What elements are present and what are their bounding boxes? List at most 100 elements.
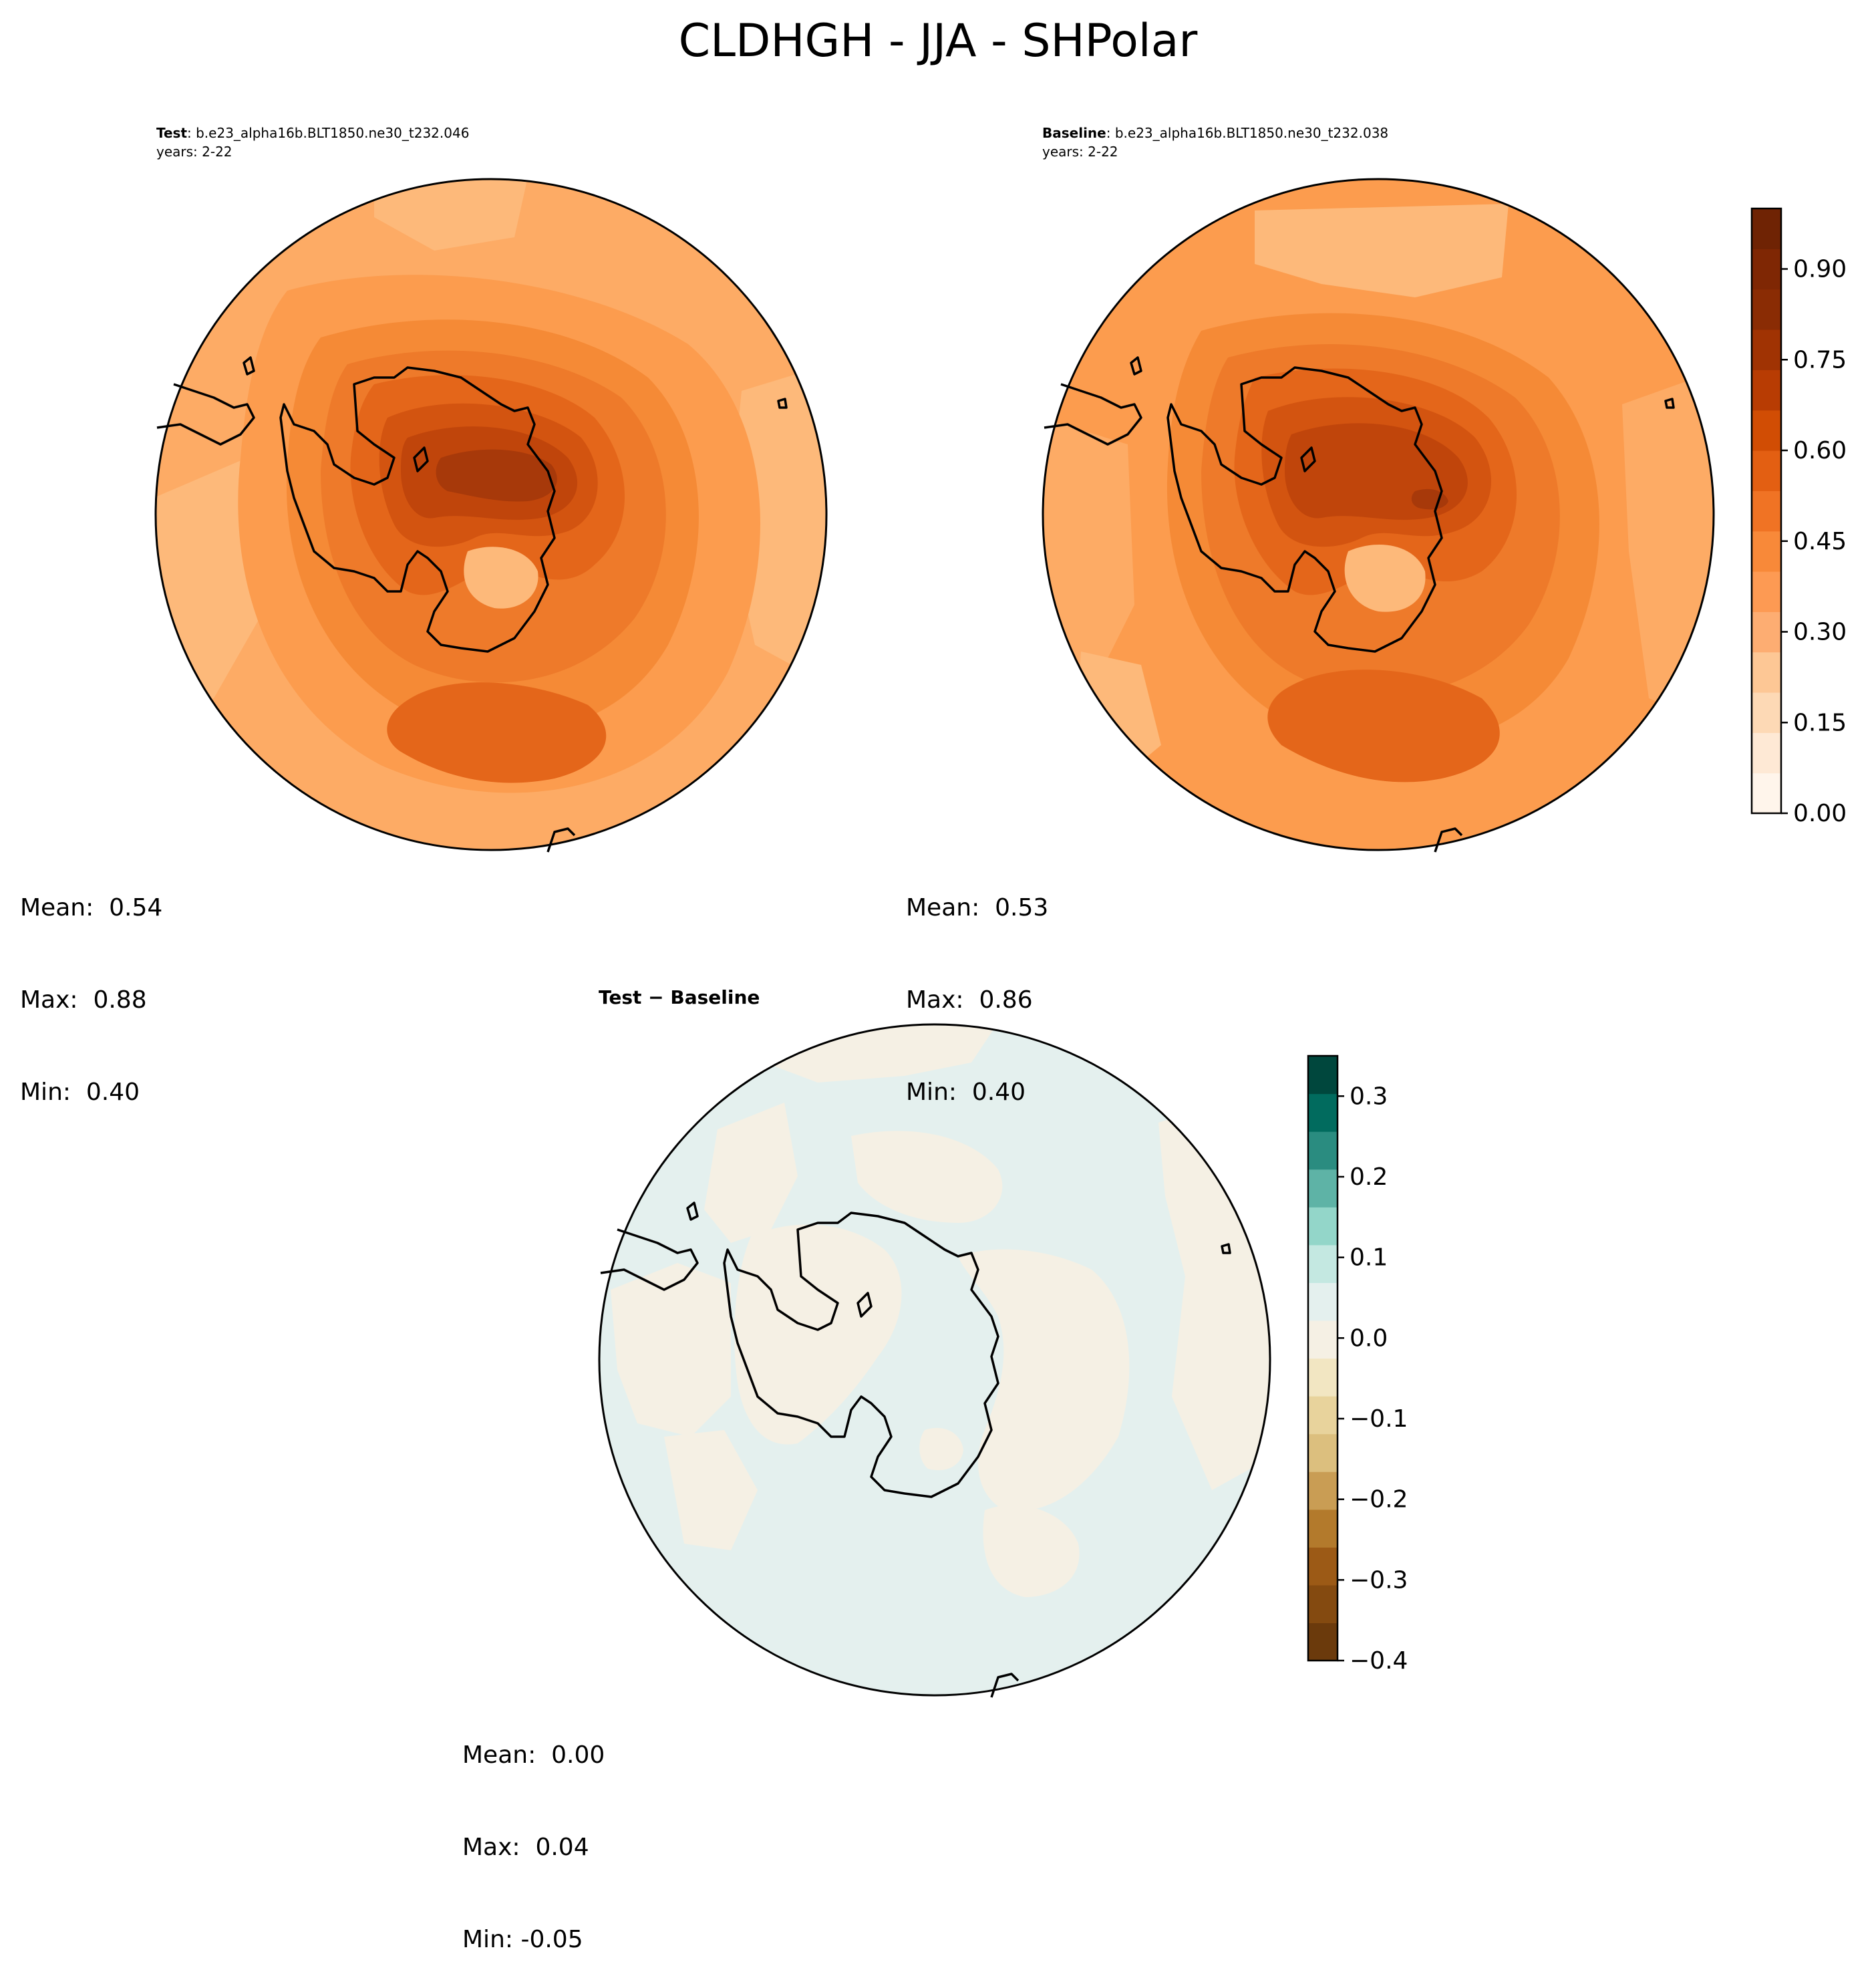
diff-colorbar-segment	[1308, 1169, 1338, 1208]
main-colorbar-segment	[1752, 289, 1781, 330]
baseline-map-australia-edge	[1434, 827, 1463, 853]
diff-map-neg-sw	[664, 1430, 758, 1550]
diff-colorbar-segment	[1308, 1471, 1338, 1510]
main-colorbar-tick-label: 0.60	[1793, 437, 1847, 464]
test-map-boundary	[154, 178, 828, 851]
diff-stats: Mean: 0.00 Max: 0.04 Min: -0.05	[462, 1679, 605, 1986]
baseline-panel-label: Baseline: b.e23_alpha16b.BLT1850.ne30_t2…	[1042, 124, 1388, 142]
baseline-map-contour-4-south	[1267, 670, 1500, 783]
test-panel-label: Test: b.e23_alpha16b.BLT1850.ne30_t232.0…	[156, 124, 469, 142]
diff-map-island-1	[686, 1201, 699, 1221]
diff-stat-max: Max: 0.04	[462, 1834, 589, 1861]
main-colorbar-segment	[1752, 208, 1781, 249]
main-colorbar-segment	[1752, 531, 1781, 572]
test-label-case: : b.e23_alpha16b.BLT1850.ne30_t232.046	[187, 125, 470, 141]
main-colorbar-tick-label: 0.90	[1793, 256, 1847, 283]
diff-map-coastline	[600, 1201, 1231, 1698]
test-stat-max: Max: 0.88	[20, 986, 147, 1014]
diff-map	[598, 1023, 1271, 1698]
main-colorbar-segment	[1752, 652, 1781, 693]
diff-stat-mean: Mean: 0.00	[462, 1741, 605, 1769]
diff-map-australia-edge	[990, 1673, 1020, 1698]
test-map-contour-4-south	[387, 682, 607, 783]
test-map-core	[436, 449, 557, 502]
main-colorbar-segment	[1752, 249, 1781, 290]
baseline-stats: Mean: 0.53 Max: 0.86 Min: 0.40	[906, 831, 1048, 1139]
main-colorbar-tick-label: 0.45	[1793, 528, 1847, 555]
main-colorbar-segment	[1752, 450, 1781, 491]
diff-colorbar-tick-label: −0.2	[1350, 1486, 1408, 1514]
baseline-map-island-3	[1300, 446, 1316, 472]
diff-map-neg-south	[983, 1505, 1080, 1597]
figure-title: CLDHGH - JJA - SHPolar	[678, 15, 1198, 67]
test-map-light-center	[464, 547, 538, 609]
baseline-stat-max: Max: 0.86	[906, 986, 1033, 1014]
test-map-light-patch-east	[728, 364, 826, 685]
diff-colorbar-segment	[1308, 1131, 1338, 1170]
diff-map-neg-n-center	[851, 1131, 1003, 1223]
baseline-map-light-center	[1344, 545, 1426, 612]
diff-colorbar-tick-label: 0.0	[1350, 1324, 1388, 1352]
diff-colorbar-segment	[1308, 1509, 1338, 1548]
baseline-map-light-patch	[1255, 204, 1509, 297]
diff-colorbar-segment	[1308, 1358, 1338, 1397]
baseline-label-bold: Baseline	[1042, 125, 1106, 141]
diff-colorbar-segment	[1308, 1093, 1338, 1132]
diff-map-island-3	[856, 1292, 873, 1318]
diff-colorbar-segment	[1308, 1584, 1338, 1624]
diff-colorbar-segment	[1308, 1396, 1338, 1435]
main-colorbar-tick-label: 0.30	[1793, 619, 1847, 646]
diff-colorbar-tick-label: 0.3	[1350, 1083, 1388, 1110]
test-stats: Mean: 0.54 Max: 0.88 Min: 0.40	[20, 831, 162, 1139]
main-colorbar-tick-label: 0.15	[1793, 709, 1847, 736]
test-stat-min: Min: 0.40	[20, 1079, 140, 1106]
diff-colorbar-segment	[1308, 1320, 1338, 1359]
diff-colorbar-tick-label: 0.1	[1350, 1244, 1388, 1272]
main-colorbar-segment	[1752, 410, 1781, 451]
main-colorbar-frame	[1750, 207, 1782, 815]
baseline-map-core	[1411, 488, 1448, 510]
diff-map-neg-antarctic-east	[958, 1249, 1130, 1512]
diff-colorbar-segment	[1308, 1622, 1338, 1661]
baseline-label-case: : b.e23_alpha16b.BLT1850.ne30_t232.038	[1106, 125, 1389, 141]
diff-stat-min: Min: -0.05	[462, 1926, 583, 1953]
main-colorbar-segment	[1752, 490, 1781, 532]
baseline-map-antarctica	[1166, 366, 1443, 653]
test-map	[154, 178, 828, 853]
baseline-years: years: 2-22	[1042, 144, 1118, 160]
baseline-map	[1042, 178, 1715, 853]
diff-map-neg-west	[611, 1263, 731, 1437]
diff-map-antarctica	[723, 1212, 999, 1498]
baseline-stat-mean: Mean: 0.53	[906, 894, 1049, 921]
main-colorbar-tick-label: 0.00	[1793, 800, 1847, 827]
test-map-island-3	[413, 446, 429, 472]
main-colorbar-segment	[1752, 772, 1781, 814]
diff-map-neg-nw	[704, 1103, 798, 1243]
test-map-light-patch	[374, 179, 528, 251]
diff-colorbar-tick-label: −0.4	[1350, 1647, 1408, 1675]
main-colorbar-segment	[1752, 692, 1781, 733]
test-map-island-2	[777, 398, 788, 409]
baseline-map-island-1	[1130, 356, 1142, 376]
diff-colorbar-segment	[1308, 1282, 1338, 1321]
baseline-map-boundary	[1042, 178, 1715, 851]
test-map-island-1	[243, 356, 255, 376]
diff-colorbar-segment	[1308, 1207, 1338, 1246]
diff-colorbar-tick-label: −0.3	[1350, 1566, 1408, 1594]
diff-panel-title: Test − Baseline	[599, 986, 760, 1008]
test-stat-mean: Mean: 0.54	[20, 894, 163, 921]
diff-colorbar-segment	[1308, 1433, 1338, 1472]
baseline-map-island-2	[1664, 398, 1675, 409]
main-colorbar-segment	[1752, 370, 1781, 411]
diff-colorbar-frame	[1307, 1054, 1339, 1662]
baseline-map-south-america	[1044, 383, 1142, 446]
main-colorbar-segment	[1752, 571, 1781, 612]
main-colorbar-segment	[1752, 329, 1781, 370]
diff-colorbar-segment	[1308, 1056, 1338, 1095]
diff-colorbar-segment	[1308, 1244, 1338, 1283]
diff-colorbar: −0.4 −0.3 −0.2 −0.1 0.0 0.1 0.2 0.3	[1307, 1054, 1408, 1675]
main-colorbar-tick-label: 0.75	[1793, 346, 1847, 374]
diff-map-boundary	[598, 1023, 1271, 1697]
baseline-stat-min: Min: 0.40	[906, 1079, 1026, 1106]
main-colorbar: 0.00 0.15 0.30 0.45 0.60 0.75 0.90	[1750, 207, 1847, 827]
